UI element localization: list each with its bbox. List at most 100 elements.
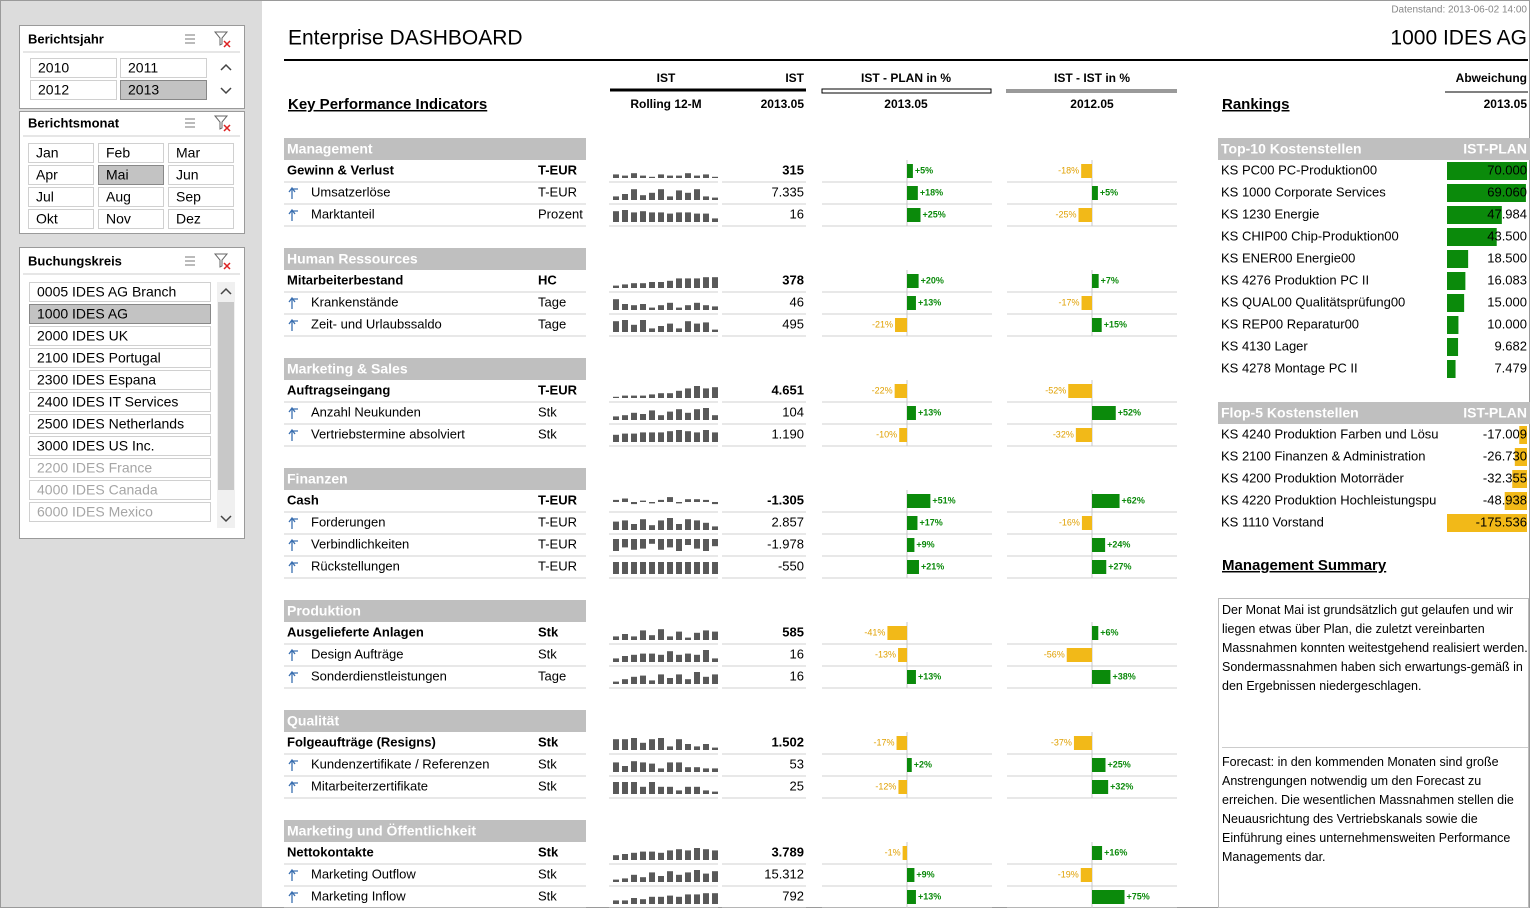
kpi-value: 15.312 xyxy=(764,866,804,881)
sparkline-bar xyxy=(667,393,673,398)
slicer-item[interactable] xyxy=(29,392,211,412)
sparkline-bar xyxy=(640,899,646,904)
variance-label: -10% xyxy=(876,429,897,439)
slicer-item[interactable] xyxy=(29,480,211,500)
drill-icon xyxy=(288,868,298,881)
slicer-item[interactable] xyxy=(30,80,117,100)
variance-bar xyxy=(1092,318,1102,332)
scroll-arrow[interactable] xyxy=(220,87,232,95)
ranking-label: KS 4240 Produktion Farben und Lösu xyxy=(1221,426,1439,441)
ranking-bar xyxy=(1447,316,1459,334)
sparkline-bar xyxy=(649,896,655,904)
slicer-item[interactable] xyxy=(29,282,211,302)
sparkline-bar xyxy=(658,305,664,310)
variance-label: +75% xyxy=(1127,891,1150,901)
scrollbar-thumb[interactable] xyxy=(218,302,234,490)
slicer-item-label: 2013 xyxy=(128,82,159,98)
slicer-item[interactable] xyxy=(29,414,211,434)
sparkline-bar xyxy=(622,304,628,310)
scroll-arrow[interactable] xyxy=(220,287,232,295)
column-title: Abweichung xyxy=(1456,71,1527,85)
kpi-label: Krankenstände xyxy=(311,294,398,309)
slicer-item[interactable] xyxy=(98,165,164,185)
slicer-item[interactable] xyxy=(29,348,211,368)
clear-filter-button[interactable] xyxy=(213,115,229,130)
drill-icon xyxy=(288,780,298,793)
variance-label: +5% xyxy=(915,165,933,175)
slicer-item[interactable] xyxy=(120,80,207,100)
kpi-value: 3.789 xyxy=(771,844,804,859)
slicer-item[interactable] xyxy=(29,502,211,522)
slicer-item-label: Aug xyxy=(106,189,131,205)
sparkline-bar xyxy=(685,744,691,750)
ranking-bar xyxy=(1512,470,1527,488)
sparkline-bar xyxy=(685,767,691,772)
ranking-value: 47.984 xyxy=(1487,206,1527,221)
ranking-title: Flop-5 Kostenstellen xyxy=(1221,405,1359,421)
slicer-item[interactable] xyxy=(29,370,211,390)
sparkline-bar xyxy=(676,790,682,794)
slicer-item[interactable] xyxy=(29,436,211,456)
slicer-item[interactable] xyxy=(168,187,234,207)
sparkline-bar xyxy=(640,762,646,772)
sparkline-bar xyxy=(712,306,718,310)
kpi-label: Mitarbeiterbestand xyxy=(287,272,403,287)
variance-bar xyxy=(1081,164,1092,178)
variance-label: +21% xyxy=(921,561,944,571)
sparkline-bar xyxy=(622,854,628,860)
sparkline-bar xyxy=(703,893,709,904)
slicer-item[interactable] xyxy=(29,326,211,346)
slicer-item[interactable] xyxy=(168,165,234,185)
sparkline-bar xyxy=(676,524,682,530)
slicer-item[interactable] xyxy=(168,209,234,229)
scroll-arrow[interactable] xyxy=(220,515,232,523)
sparkline-bar xyxy=(694,767,700,772)
ranking-value: -175.536 xyxy=(1476,514,1527,529)
variance-label: +32% xyxy=(1110,781,1133,791)
sparkline-bar xyxy=(658,282,664,288)
section-title: Rankings xyxy=(1222,96,1290,113)
sparkline-bar xyxy=(649,394,655,398)
slicer-item[interactable] xyxy=(28,187,94,207)
variance-label: +18% xyxy=(920,187,943,197)
slicer-item[interactable] xyxy=(29,458,211,478)
slicer-item[interactable] xyxy=(98,187,164,207)
sparkline-bar xyxy=(694,302,700,310)
sparkline-bar xyxy=(667,196,673,200)
slicer-item[interactable] xyxy=(98,143,164,163)
variance-label: +15% xyxy=(1104,319,1127,329)
sparkline-bar xyxy=(694,386,700,398)
kpi-label: Rückstellungen xyxy=(311,558,400,573)
slicer-item[interactable] xyxy=(29,304,211,324)
sparkline-bar xyxy=(667,518,673,530)
sparkline-bar xyxy=(703,213,709,222)
sparkline-bar xyxy=(649,851,655,860)
variance-bar xyxy=(907,186,918,200)
section-title: Key Performance Indicators xyxy=(288,96,487,113)
slicer-item-label: Dez xyxy=(176,211,201,227)
variance-label: -13% xyxy=(875,649,896,659)
clear-filter-button[interactable] xyxy=(213,253,229,268)
slicer-item[interactable] xyxy=(28,143,94,163)
slicer-item[interactable] xyxy=(120,58,207,78)
sparkline-bar xyxy=(622,415,628,420)
ranking-label: KS 4220 Produktion Hochleistungspu xyxy=(1221,492,1436,507)
sparkline-bar xyxy=(703,744,709,750)
sparkline-bar xyxy=(649,763,655,772)
variance-label: -41% xyxy=(864,627,885,637)
sparkline-bar xyxy=(685,388,691,398)
scroll-arrow[interactable] xyxy=(220,63,232,71)
slicer-item[interactable] xyxy=(30,58,117,78)
sparkline-bar xyxy=(631,898,637,904)
variance-bar xyxy=(898,648,907,662)
slicer-item-label: Feb xyxy=(106,145,130,161)
slicer-item[interactable] xyxy=(28,209,94,229)
clear-filter-button[interactable] xyxy=(213,31,229,46)
slicer-item[interactable] xyxy=(168,143,234,163)
sparkline-bar xyxy=(712,658,718,662)
group-title: Produktion xyxy=(287,603,361,619)
kpi-label: Kundenzertifikate / Referenzen xyxy=(311,756,490,771)
slicer-item[interactable] xyxy=(28,165,94,185)
sparkline-bar xyxy=(703,305,709,310)
slicer-item[interactable] xyxy=(98,209,164,229)
